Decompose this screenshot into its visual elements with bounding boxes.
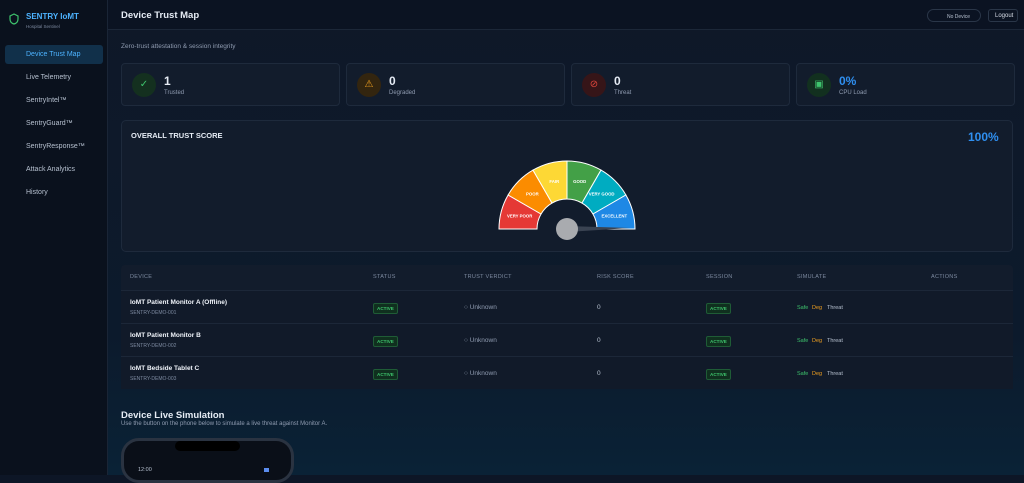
device-name: IoMT Patient Monitor A (Offline) — [130, 299, 228, 306]
trust-gauge: VERY POOR POOR FAIR GOOD VERY GOOD EXCELLENT — [498, 160, 636, 240]
session-badge: ACTIVE — [706, 336, 731, 347]
stat-value: 0% — [839, 74, 857, 88]
stat-card: ✓ 1 Trusted — [121, 63, 340, 106]
logout-button[interactable]: Logout — [988, 9, 1018, 22]
stat-icon: ✓ — [132, 73, 156, 97]
device-name: IoMT Bedside Tablet C — [130, 365, 200, 372]
sidebar: SENTRY IoMT Hospital Sentinel Device Tru… — [0, 0, 108, 475]
phone-time: 12:00 — [138, 467, 152, 473]
stat-icon: ⚠ — [357, 73, 381, 97]
stat-label: Degraded — [389, 90, 416, 96]
stat-value: 0 — [389, 74, 396, 88]
nav-item[interactable]: SentryResponse™ — [26, 143, 85, 150]
verdict-text: Unknown — [469, 370, 497, 377]
session-badge: ACTIVE — [706, 369, 731, 380]
stat-value: 0 — [614, 74, 621, 88]
gauge-label: POOR — [526, 191, 540, 196]
simulate-button[interactable]: Deg — [812, 338, 823, 344]
device-id: SENTRY-DEMO-001 — [130, 310, 177, 316]
nav-item[interactable]: SentryIntel™ — [26, 97, 67, 104]
section-description: Use the button on the phone below to sim… — [121, 421, 328, 427]
gauge-label: EXCELLENT — [602, 213, 628, 218]
simulate-button[interactable]: Threat — [827, 338, 843, 344]
column-header: DEVICE — [130, 274, 153, 280]
table-row: IoMT Patient Monitor B SENTRY-DEMO-002 ACT… — [121, 323, 1013, 356]
status-badge: ACTIVE — [373, 336, 398, 347]
simulate-button[interactable]: Safe — [797, 371, 809, 377]
trust-verdict: ○ Unknown — [464, 370, 497, 377]
gauge-label: GOOD — [573, 179, 586, 184]
simulate-button[interactable]: Safe — [797, 338, 809, 344]
gauge-segment — [592, 194, 636, 230]
gauge-title: OVERALL TRUST SCORE — [131, 131, 223, 140]
nav-item[interactable]: SentryGuard™ — [26, 120, 73, 127]
stat-card: ▣ 0% CPU Load — [796, 63, 1015, 106]
nav-item[interactable]: History — [26, 189, 48, 196]
stat-label: Threat — [614, 90, 632, 96]
simulate-button[interactable]: Safe — [797, 305, 809, 311]
phone-notch — [175, 441, 240, 451]
status-badge: ACTIVE — [373, 303, 398, 314]
session-badge: ACTIVE — [706, 303, 731, 314]
subtitle: Zero-trust attestation & session integri… — [121, 43, 236, 50]
nav-item[interactable]: Live Telemetry — [26, 74, 72, 81]
stat-card: ⚠ 0 Degraded — [346, 63, 565, 106]
stat-icon: ⊘ — [582, 73, 606, 97]
gauge-label: VERY POOR — [507, 213, 533, 218]
simulate-button[interactable]: Threat — [827, 305, 843, 311]
gauge-hub — [556, 218, 578, 240]
verdict-text: Unknown — [469, 304, 497, 311]
risk-score: 0 — [597, 337, 601, 344]
nav-item[interactable]: Device Trust Map — [5, 45, 103, 64]
phone-status-icon — [264, 468, 269, 472]
header — [108, 0, 1024, 30]
logo-icon — [9, 13, 19, 25]
table-row: IoMT Bedside Tablet C SENTRY-DEMO-003 ACTI… — [121, 356, 1013, 389]
device-button[interactable]: No Device — [927, 9, 981, 22]
device-id: SENTRY-DEMO-002 — [130, 343, 177, 349]
stat-icon: ▣ — [807, 73, 831, 97]
simulate-button[interactable]: Deg — [812, 371, 823, 377]
gauge-label: VERY GOOD — [589, 191, 615, 196]
nav-item[interactable]: Attack Analytics — [26, 166, 76, 173]
risk-score: 0 — [597, 370, 601, 377]
column-header: TRUST VERDICT — [464, 274, 512, 280]
trust-score: 100% — [968, 130, 999, 144]
device-name: IoMT Patient Monitor B — [130, 332, 201, 339]
column-header: ACTIONS — [931, 274, 958, 280]
simulate-button[interactable]: Deg — [812, 305, 823, 311]
table-row: IoMT Patient Monitor A (Offline) SENTRY-D… — [121, 290, 1013, 323]
column-header: RISK SCORE — [597, 274, 634, 280]
status-badge: ACTIVE — [373, 369, 398, 380]
stat-card: ⊘ 0 Threat — [571, 63, 790, 106]
stat-value: 1 — [164, 74, 171, 88]
page-title: Device Trust Map — [121, 10, 200, 21]
simulate-button[interactable]: Threat — [827, 371, 843, 377]
trust-verdict: ○ Unknown — [464, 304, 497, 311]
section-title: Device Live Simulation — [121, 410, 225, 421]
verdict-text: Unknown — [469, 337, 497, 344]
gauge-label: FAIR — [549, 179, 560, 184]
column-header: SESSION — [706, 274, 733, 280]
gauge-needle — [567, 226, 630, 232]
column-header: STATUS — [373, 274, 396, 280]
trust-verdict: ○ Unknown — [464, 337, 497, 344]
brand: SENTRY IoMT — [26, 12, 79, 21]
risk-score: 0 — [597, 304, 601, 311]
tagline: Hospital Sentinel — [26, 24, 60, 29]
stat-label: Trusted — [164, 90, 185, 96]
stat-label: CPU Load — [839, 90, 867, 96]
column-header: SIMULATE — [797, 274, 827, 280]
device-id: SENTRY-DEMO-003 — [130, 376, 177, 382]
